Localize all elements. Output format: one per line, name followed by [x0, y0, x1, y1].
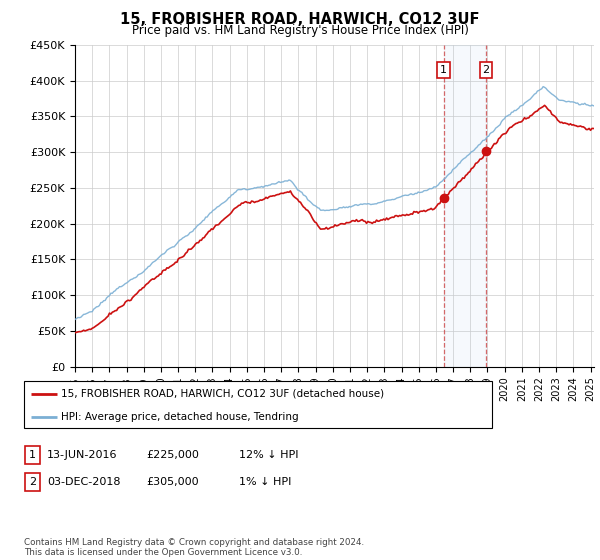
Text: 2: 2	[482, 65, 490, 75]
Text: 12% ↓ HPI: 12% ↓ HPI	[239, 450, 298, 460]
Text: 2: 2	[29, 477, 36, 487]
Text: 1: 1	[440, 65, 447, 75]
Text: 1: 1	[29, 450, 36, 460]
Text: HPI: Average price, detached house, Tendring: HPI: Average price, detached house, Tend…	[61, 412, 299, 422]
Bar	[443, 45, 486, 367]
Text: £305,000: £305,000	[146, 477, 199, 487]
Text: 1% ↓ HPI: 1% ↓ HPI	[239, 477, 291, 487]
Text: Price paid vs. HM Land Registry's House Price Index (HPI): Price paid vs. HM Land Registry's House …	[131, 24, 469, 37]
Text: Contains HM Land Registry data © Crown copyright and database right 2024.
This d: Contains HM Land Registry data © Crown c…	[24, 538, 364, 557]
Text: 15, FROBISHER ROAD, HARWICH, CO12 3UF (detached house): 15, FROBISHER ROAD, HARWICH, CO12 3UF (d…	[61, 389, 385, 399]
Text: 03-DEC-2018: 03-DEC-2018	[47, 477, 120, 487]
Text: 15, FROBISHER ROAD, HARWICH, CO12 3UF: 15, FROBISHER ROAD, HARWICH, CO12 3UF	[120, 12, 480, 27]
Text: £225,000: £225,000	[146, 450, 199, 460]
Text: 13-JUN-2016: 13-JUN-2016	[47, 450, 118, 460]
